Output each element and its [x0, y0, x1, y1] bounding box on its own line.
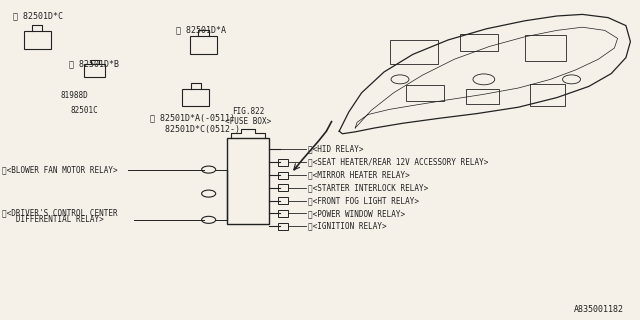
Text: ①<MIRROR HEATER RELAY>: ①<MIRROR HEATER RELAY> — [308, 171, 410, 180]
Text: 81988D: 81988D — [61, 91, 88, 100]
Bar — [466, 89, 499, 104]
Bar — [390, 40, 438, 64]
Text: ②<BLOWER FAN MOTOR RELAY>: ②<BLOWER FAN MOTOR RELAY> — [2, 165, 118, 174]
Text: ① 82501D*C: ① 82501D*C — [13, 11, 63, 20]
Text: ①<FRONT FOG LIGHT RELAY>: ①<FRONT FOG LIGHT RELAY> — [308, 196, 419, 205]
Text: ①<POWER WINDOW RELAY>: ①<POWER WINDOW RELAY> — [308, 209, 406, 218]
Bar — [190, 36, 217, 53]
Text: ② 82501D*B: ② 82501D*B — [69, 59, 119, 68]
Bar — [182, 89, 209, 106]
Bar — [460, 34, 498, 51]
Bar — [84, 64, 105, 77]
Text: 82501C: 82501C — [70, 106, 98, 115]
Text: 82501D*C(0512-): 82501D*C(0512-) — [150, 125, 241, 134]
Text: A835001182: A835001182 — [574, 305, 624, 314]
Text: FIG.822
<FUSE BOX>: FIG.822 <FUSE BOX> — [225, 107, 271, 126]
Text: ②<DRIVER'S CONTROL CENTER: ②<DRIVER'S CONTROL CENTER — [2, 208, 118, 217]
Bar — [530, 84, 565, 106]
Text: ④ 82501D*A(-0511): ④ 82501D*A(-0511) — [150, 114, 236, 123]
Text: ①<IGNITION RELAY>: ①<IGNITION RELAY> — [308, 222, 387, 231]
Bar — [227, 138, 269, 224]
Text: ③<HID RELAY>: ③<HID RELAY> — [308, 144, 364, 153]
Bar — [24, 31, 51, 49]
Bar — [278, 197, 288, 204]
Text: DIFFERENTIAL RELAY>: DIFFERENTIAL RELAY> — [2, 215, 104, 224]
Bar — [278, 223, 288, 230]
Bar — [525, 35, 566, 61]
Text: ④<SEAT HEATER/REAR 12V ACCESSORY RELAY>: ④<SEAT HEATER/REAR 12V ACCESSORY RELAY> — [308, 158, 489, 167]
Bar — [406, 85, 444, 101]
Bar — [278, 184, 288, 191]
Bar — [278, 159, 288, 166]
Text: ③ 82501D*A: ③ 82501D*A — [176, 26, 226, 35]
Bar — [278, 210, 288, 217]
Text: ①<STARTER INTERLOCK RELAY>: ①<STARTER INTERLOCK RELAY> — [308, 183, 429, 192]
Bar — [278, 172, 288, 179]
